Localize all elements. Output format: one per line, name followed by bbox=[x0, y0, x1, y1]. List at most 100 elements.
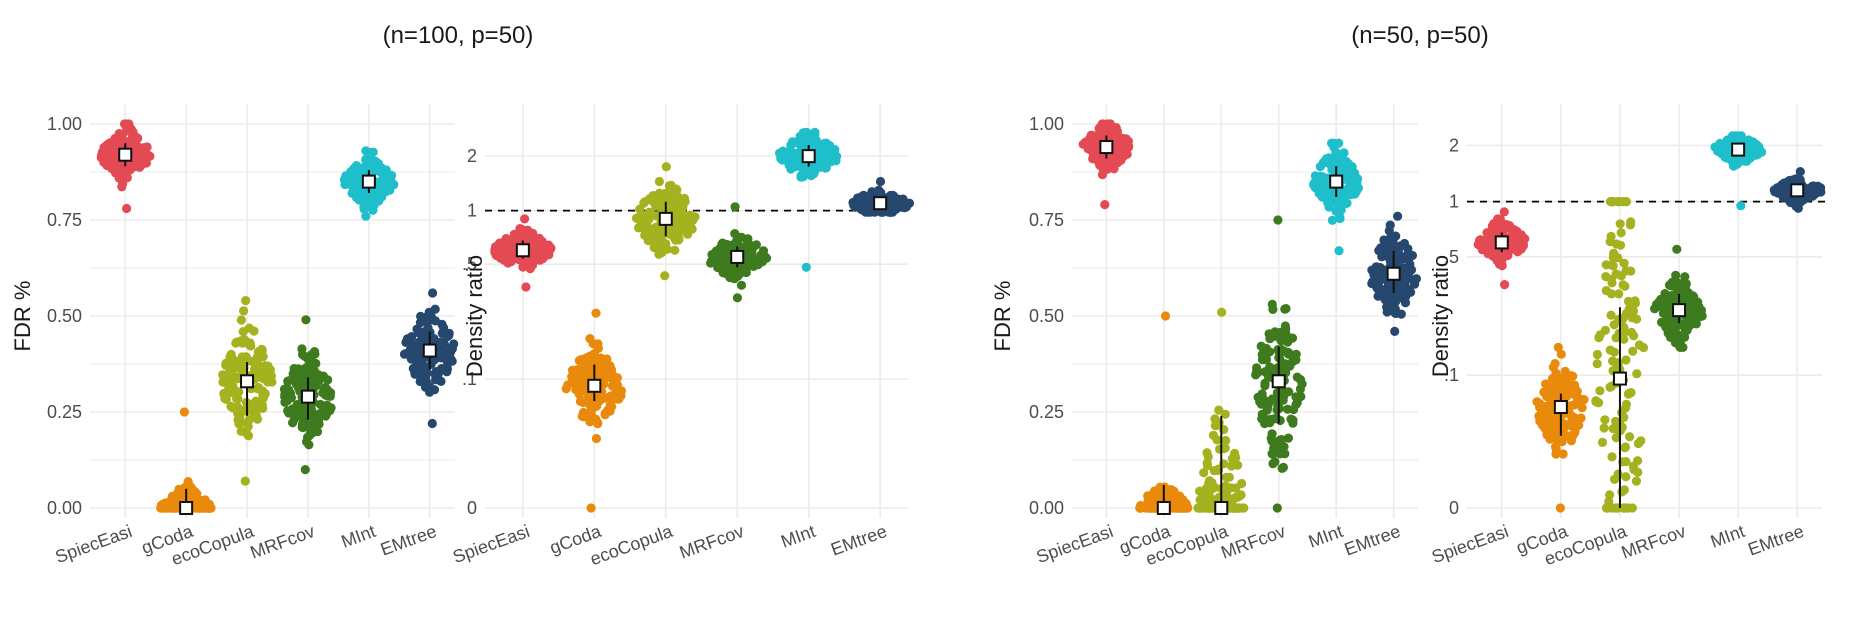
data-point bbox=[1214, 405, 1224, 415]
data-point bbox=[294, 411, 304, 421]
data-point bbox=[1500, 221, 1511, 231]
data-point bbox=[1350, 189, 1360, 199]
swarm-ecoCopula bbox=[631, 162, 700, 281]
data-point bbox=[591, 433, 602, 444]
data-point bbox=[1611, 433, 1621, 443]
data-point bbox=[1806, 191, 1816, 201]
data-point bbox=[1608, 356, 1618, 366]
mean-marker bbox=[515, 243, 530, 258]
data-point bbox=[1620, 442, 1630, 452]
data-point bbox=[1268, 435, 1278, 446]
data-point bbox=[751, 240, 762, 250]
swarm-EMtree bbox=[399, 288, 459, 429]
y-tick-label: .1 bbox=[462, 369, 477, 389]
data-point bbox=[575, 396, 586, 406]
data-point bbox=[239, 306, 249, 316]
data-point bbox=[1726, 155, 1736, 166]
data-point bbox=[1606, 310, 1616, 320]
data-point bbox=[1233, 460, 1243, 470]
data-point bbox=[121, 167, 131, 177]
swarm-MInt bbox=[339, 146, 399, 221]
x-tick-label: SpiecEasi bbox=[1429, 521, 1511, 567]
swarm-gCoda bbox=[1532, 342, 1589, 513]
data-point bbox=[1489, 221, 1499, 231]
data-point bbox=[1592, 349, 1602, 360]
data-point bbox=[192, 501, 202, 511]
data-point bbox=[1265, 362, 1275, 372]
data-point bbox=[1500, 280, 1510, 290]
data-point bbox=[804, 167, 815, 177]
data-point bbox=[1551, 420, 1562, 430]
mean-marker bbox=[422, 343, 437, 358]
data-point bbox=[1745, 143, 1755, 153]
y-axis-label: Density ratio bbox=[1428, 255, 1453, 377]
data-point bbox=[1398, 263, 1408, 273]
data-point bbox=[179, 407, 189, 417]
data-point bbox=[261, 373, 271, 383]
data-point bbox=[1669, 279, 1680, 290]
data-point bbox=[172, 488, 183, 498]
data-point bbox=[1617, 408, 1627, 418]
data-point bbox=[1614, 289, 1624, 299]
mean-marker bbox=[1156, 501, 1171, 515]
data-point bbox=[1102, 158, 1112, 168]
data-point bbox=[1550, 359, 1560, 369]
data-point bbox=[1629, 331, 1639, 341]
data-point bbox=[670, 245, 680, 255]
y-tick-label: 0.25 bbox=[47, 402, 82, 422]
data-point bbox=[1816, 187, 1826, 197]
mean-marker bbox=[1553, 400, 1568, 415]
data-point bbox=[1173, 503, 1183, 513]
data-point bbox=[1607, 197, 1618, 207]
data-point bbox=[600, 410, 610, 420]
data-point bbox=[1275, 415, 1285, 426]
data-point bbox=[1626, 217, 1636, 227]
data-point bbox=[688, 216, 698, 226]
data-point bbox=[1499, 207, 1509, 217]
data-point bbox=[258, 387, 268, 397]
data-point bbox=[1551, 442, 1561, 452]
y-tick-label: 1.00 bbox=[1029, 114, 1064, 134]
data-point bbox=[1333, 194, 1343, 204]
data-point bbox=[1551, 368, 1561, 378]
data-point bbox=[639, 223, 649, 233]
data-point bbox=[717, 239, 727, 249]
data-point bbox=[348, 167, 358, 178]
mean-marker bbox=[240, 374, 255, 389]
x-tick-label: MRFcov bbox=[1218, 521, 1288, 563]
data-point bbox=[1257, 409, 1267, 419]
data-point bbox=[1736, 201, 1746, 211]
y-tick-label: 0 bbox=[1449, 498, 1459, 518]
data-point bbox=[218, 377, 228, 387]
data-point bbox=[1384, 226, 1394, 236]
x-tick-label: MInt bbox=[1708, 521, 1748, 552]
mean-marker bbox=[873, 196, 888, 211]
swarm-ecoCopula bbox=[1193, 307, 1249, 515]
data-point bbox=[1390, 286, 1400, 296]
data-point bbox=[135, 161, 146, 171]
data-point bbox=[1555, 503, 1565, 513]
data-point bbox=[145, 151, 155, 161]
data-point bbox=[1611, 364, 1622, 374]
mean-marker bbox=[361, 174, 376, 189]
data-point bbox=[654, 188, 665, 198]
data-point bbox=[1226, 483, 1236, 493]
data-point bbox=[1371, 262, 1381, 272]
mean-marker bbox=[1329, 174, 1344, 189]
data-point bbox=[607, 368, 617, 378]
mean-marker bbox=[1672, 303, 1687, 318]
data-point bbox=[300, 351, 310, 361]
data-point bbox=[1370, 272, 1381, 282]
data-point bbox=[1660, 289, 1670, 299]
data-point bbox=[1100, 200, 1110, 210]
data-point bbox=[321, 403, 331, 413]
data-point bbox=[855, 194, 866, 204]
data-point bbox=[1195, 495, 1205, 505]
x-tick-label: EMtree bbox=[828, 521, 889, 560]
data-point bbox=[874, 187, 885, 197]
data-point bbox=[433, 369, 443, 379]
data-point bbox=[519, 258, 529, 268]
data-point bbox=[1316, 181, 1326, 191]
